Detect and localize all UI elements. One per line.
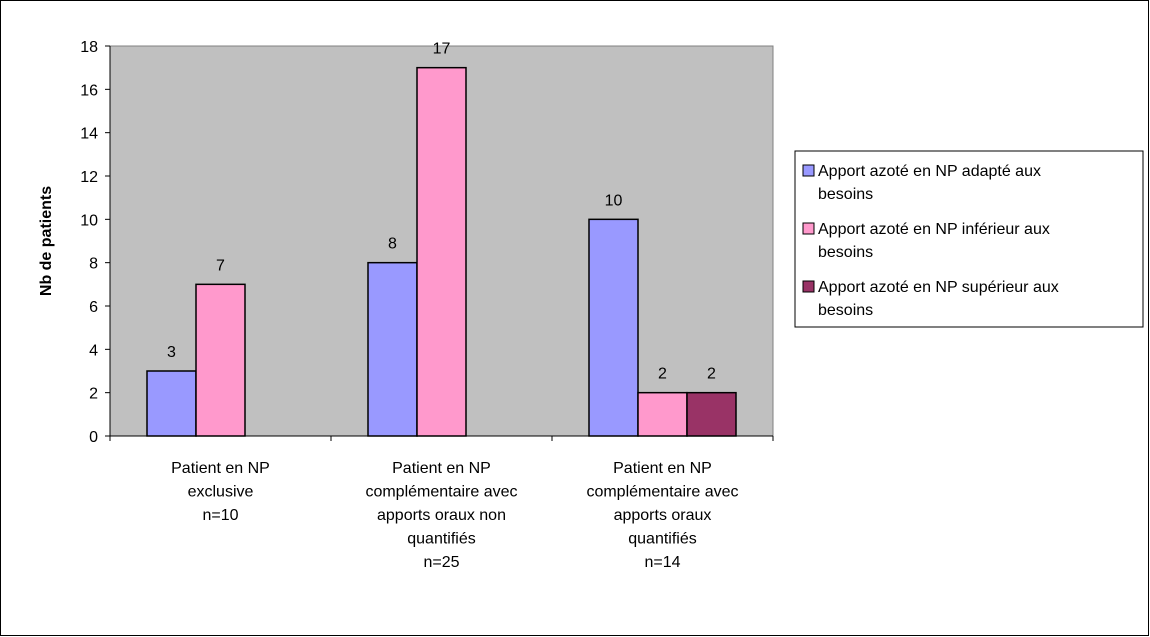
legend-label-line: Apport azoté en NP adapté aux (818, 163, 1041, 180)
category-label: Patient en NP exclusive n=10 (171, 460, 270, 524)
bar-value-label: 2 (707, 366, 716, 383)
category-label: Patient en NP complémentaire avec apports … (586, 460, 738, 571)
category-label-line: quantifiés (407, 531, 476, 548)
legend-swatch (802, 280, 815, 293)
y-tick-label: 12 (80, 169, 98, 186)
bar-value-label: 17 (433, 41, 451, 58)
bar-value-label: 8 (388, 236, 397, 253)
bar (416, 66, 467, 437)
legend-label-line: Apport azoté en NP supérieur aux (818, 279, 1059, 296)
category-label-line: apports oraux (614, 507, 712, 524)
bar (146, 370, 197, 437)
category-label-line: Patient en NP (171, 460, 270, 477)
category-labels: Patient en NP exclusive n=10 Patient en NP c… (171, 460, 738, 571)
category-label-line: n=14 (644, 554, 680, 571)
y-tick-label: 8 (89, 256, 98, 273)
bar (686, 391, 737, 437)
bar (588, 218, 639, 437)
category-label-line: complémentaire avec (365, 484, 517, 501)
bar-value-label: 10 (605, 192, 623, 209)
bars (146, 66, 737, 437)
y-tick-label: 2 (89, 386, 98, 403)
category-label: Patient en NP complémentaire avec apports … (365, 460, 517, 571)
legend-item: Apport azoté en NP supérieur aux besoins (802, 279, 1059, 319)
category-label-line: quantifiés (628, 531, 697, 548)
legend-item: Apport azoté en NP adapté aux besoins (802, 163, 1041, 203)
category-label-line: Patient en NP (392, 460, 491, 477)
y-tick-label: 18 (80, 39, 98, 56)
y-tick-label: 14 (80, 126, 98, 143)
bar-value-label: 7 (216, 257, 225, 274)
bar (637, 391, 688, 437)
legend-swatch (802, 164, 815, 177)
y-tick-label: 6 (89, 299, 98, 316)
category-label-line: n=25 (423, 554, 459, 571)
legend-label-line: besoins (818, 244, 873, 261)
legend-swatch (802, 222, 815, 235)
legend-label: Apport azoté en NP adapté aux besoins (818, 163, 1041, 203)
legend-label: Apport azoté en NP inférieur aux besoins (818, 221, 1050, 261)
legend-box (794, 150, 1144, 328)
y-axis: 0 2 4 6 8 10 12 14 16 18 (80, 39, 111, 446)
legend-item: Apport azoté en NP inférieur aux besoins (802, 221, 1050, 261)
category-label-line: n=10 (202, 507, 238, 524)
legend-label-line: besoins (818, 186, 873, 203)
bar-labels: 3 8 10 7 17 2 2 (167, 41, 716, 383)
y-tick-label: 4 (89, 342, 98, 359)
bar-value-label: 2 (658, 366, 667, 383)
legend-label-line: Apport azoté en NP inférieur aux (818, 221, 1050, 238)
bar-value-label: 3 (167, 344, 176, 361)
legend-label-line: besoins (818, 302, 873, 319)
y-tick-label: 16 (80, 82, 98, 99)
bar (195, 283, 246, 437)
category-label-line: Patient en NP (613, 460, 712, 477)
y-tick-label: 10 (80, 212, 98, 229)
legend: Apport azoté en NP adapté aux besoinsAppo… (794, 150, 1144, 328)
y-axis-title: Nb de patients (38, 186, 55, 296)
category-label-line: apports oraux non (377, 507, 506, 524)
y-tick-label: 0 (89, 429, 98, 446)
category-label-line: complémentaire avec (586, 484, 738, 501)
bar (367, 261, 418, 437)
category-label-line: exclusive (188, 484, 254, 501)
legend-label: Apport azoté en NP supérieur aux besoins (818, 279, 1059, 319)
